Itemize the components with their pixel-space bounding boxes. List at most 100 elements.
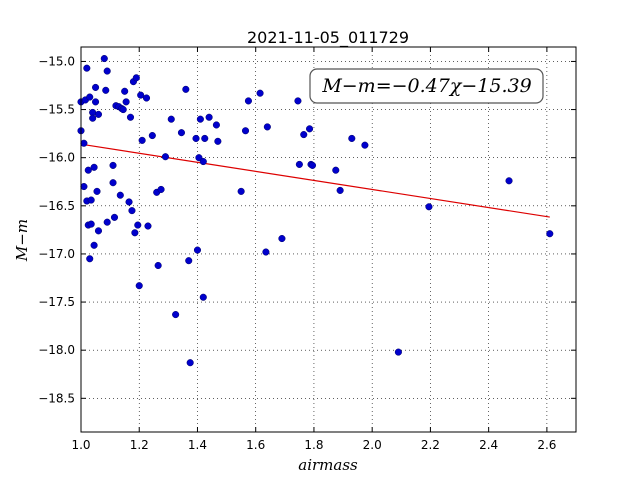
data-point: [361, 141, 369, 149]
data-point: [394, 348, 402, 356]
data-point: [201, 134, 209, 142]
x-tick-label: 2.4: [479, 438, 498, 452]
data-point: [348, 134, 356, 142]
data-point: [119, 106, 127, 114]
data-point: [546, 230, 554, 238]
grid-lines: [80, 47, 576, 432]
data-point: [125, 198, 133, 206]
data-point: [336, 186, 344, 194]
data-point: [186, 359, 194, 367]
data-point: [193, 246, 202, 254]
data-point: [262, 248, 270, 256]
x-tick-label: 1.6: [246, 438, 265, 452]
data-point: [196, 115, 204, 123]
data-point: [100, 55, 108, 63]
data-point: [122, 98, 130, 106]
data-point: [212, 121, 220, 129]
data-point: [86, 255, 94, 263]
data-point: [93, 187, 101, 195]
x-tick-label: 2.0: [363, 438, 382, 452]
data-point: [86, 93, 94, 101]
data-point: [505, 177, 513, 185]
data-point: [90, 163, 98, 171]
data-point: [137, 91, 145, 99]
fit-equation-frame: [309, 68, 544, 104]
plot-frame: [80, 46, 577, 433]
data-point: [172, 311, 180, 319]
x-tick-label: 1.8: [304, 438, 323, 452]
y-tick-label: −16.5: [38, 199, 75, 213]
x-tick-label: 2.6: [537, 438, 556, 452]
data-point: [128, 207, 136, 215]
data-point: [308, 161, 317, 169]
data-point: [135, 282, 143, 290]
y-tick-label: −15.0: [38, 54, 75, 68]
data-point: [109, 161, 117, 169]
data-point: [102, 86, 110, 94]
data-point: [84, 166, 92, 174]
data-point: [161, 153, 169, 161]
data-point: [294, 97, 302, 105]
data-point: [192, 134, 200, 142]
data-point: [134, 221, 142, 229]
y-tick-label: −18.5: [38, 391, 75, 405]
data-point: [278, 234, 286, 243]
data-point: [332, 166, 340, 174]
y-tick-label: −16.0: [38, 151, 75, 165]
data-point: [92, 98, 100, 106]
x-tick-label: 1.2: [130, 438, 149, 452]
axis-ticks: [80, 47, 576, 432]
y-tick-label: −17.0: [38, 247, 75, 261]
x-tick-label: 1.4: [188, 438, 207, 452]
data-point: [138, 136, 146, 144]
data-point: [300, 131, 308, 139]
x-tick-labels: 1.0 1.2 1.4 1.6 1.8 2.0 2.2 2.4 2.6: [71, 438, 556, 452]
data-point: [132, 74, 140, 82]
y-tick-labels: −15.0 −15.5 −16.0 −16.5 −17.0 −17.5 −18.0 −18.5: [38, 54, 75, 405]
data-point: [94, 227, 103, 235]
data-point: [94, 110, 103, 118]
data-point: [142, 94, 151, 102]
data-point: [103, 67, 111, 75]
data-point: [103, 218, 111, 226]
data-point: [199, 293, 207, 301]
data-point: [131, 229, 139, 237]
data-points: [77, 55, 554, 367]
data-point: [237, 187, 245, 195]
y-tick-label: −18.0: [38, 343, 75, 357]
fit-equation-box: M−m=−0.47χ−15.39: [309, 68, 544, 104]
data-point: [167, 115, 175, 123]
data-point: [256, 89, 264, 97]
data-point: [199, 157, 207, 166]
data-point: [87, 196, 95, 204]
data-point: [205, 113, 213, 121]
data-point: [126, 113, 135, 121]
plot-area: [77, 46, 577, 433]
x-tick-label: 1.0: [71, 438, 90, 452]
data-point: [295, 160, 303, 168]
data-point: [109, 179, 117, 187]
data-point: [241, 127, 250, 135]
data-point: [80, 139, 88, 147]
fit-line: [80, 143, 550, 218]
fit-equation-text: M−m=−0.47χ−15.39: [321, 75, 531, 97]
data-point: [177, 129, 186, 137]
data-point: [263, 123, 271, 131]
data-point: [110, 213, 119, 221]
data-point: [425, 203, 433, 211]
y-tick-label: −17.5: [38, 295, 75, 309]
y-axis-label: M−m: [13, 219, 31, 262]
data-point: [116, 191, 124, 199]
data-point: [89, 114, 97, 122]
data-point: [83, 64, 91, 72]
data-point: [185, 257, 193, 265]
x-axis-label: airmass: [298, 456, 358, 474]
data-point: [244, 97, 252, 105]
data-point: [92, 83, 100, 91]
chart-title: 2021-11-05_011729: [247, 28, 409, 48]
data-point: [121, 87, 129, 95]
x-tick-label: 2.2: [421, 438, 440, 452]
data-point: [148, 132, 156, 140]
y-tick-label: −15.5: [38, 103, 75, 117]
